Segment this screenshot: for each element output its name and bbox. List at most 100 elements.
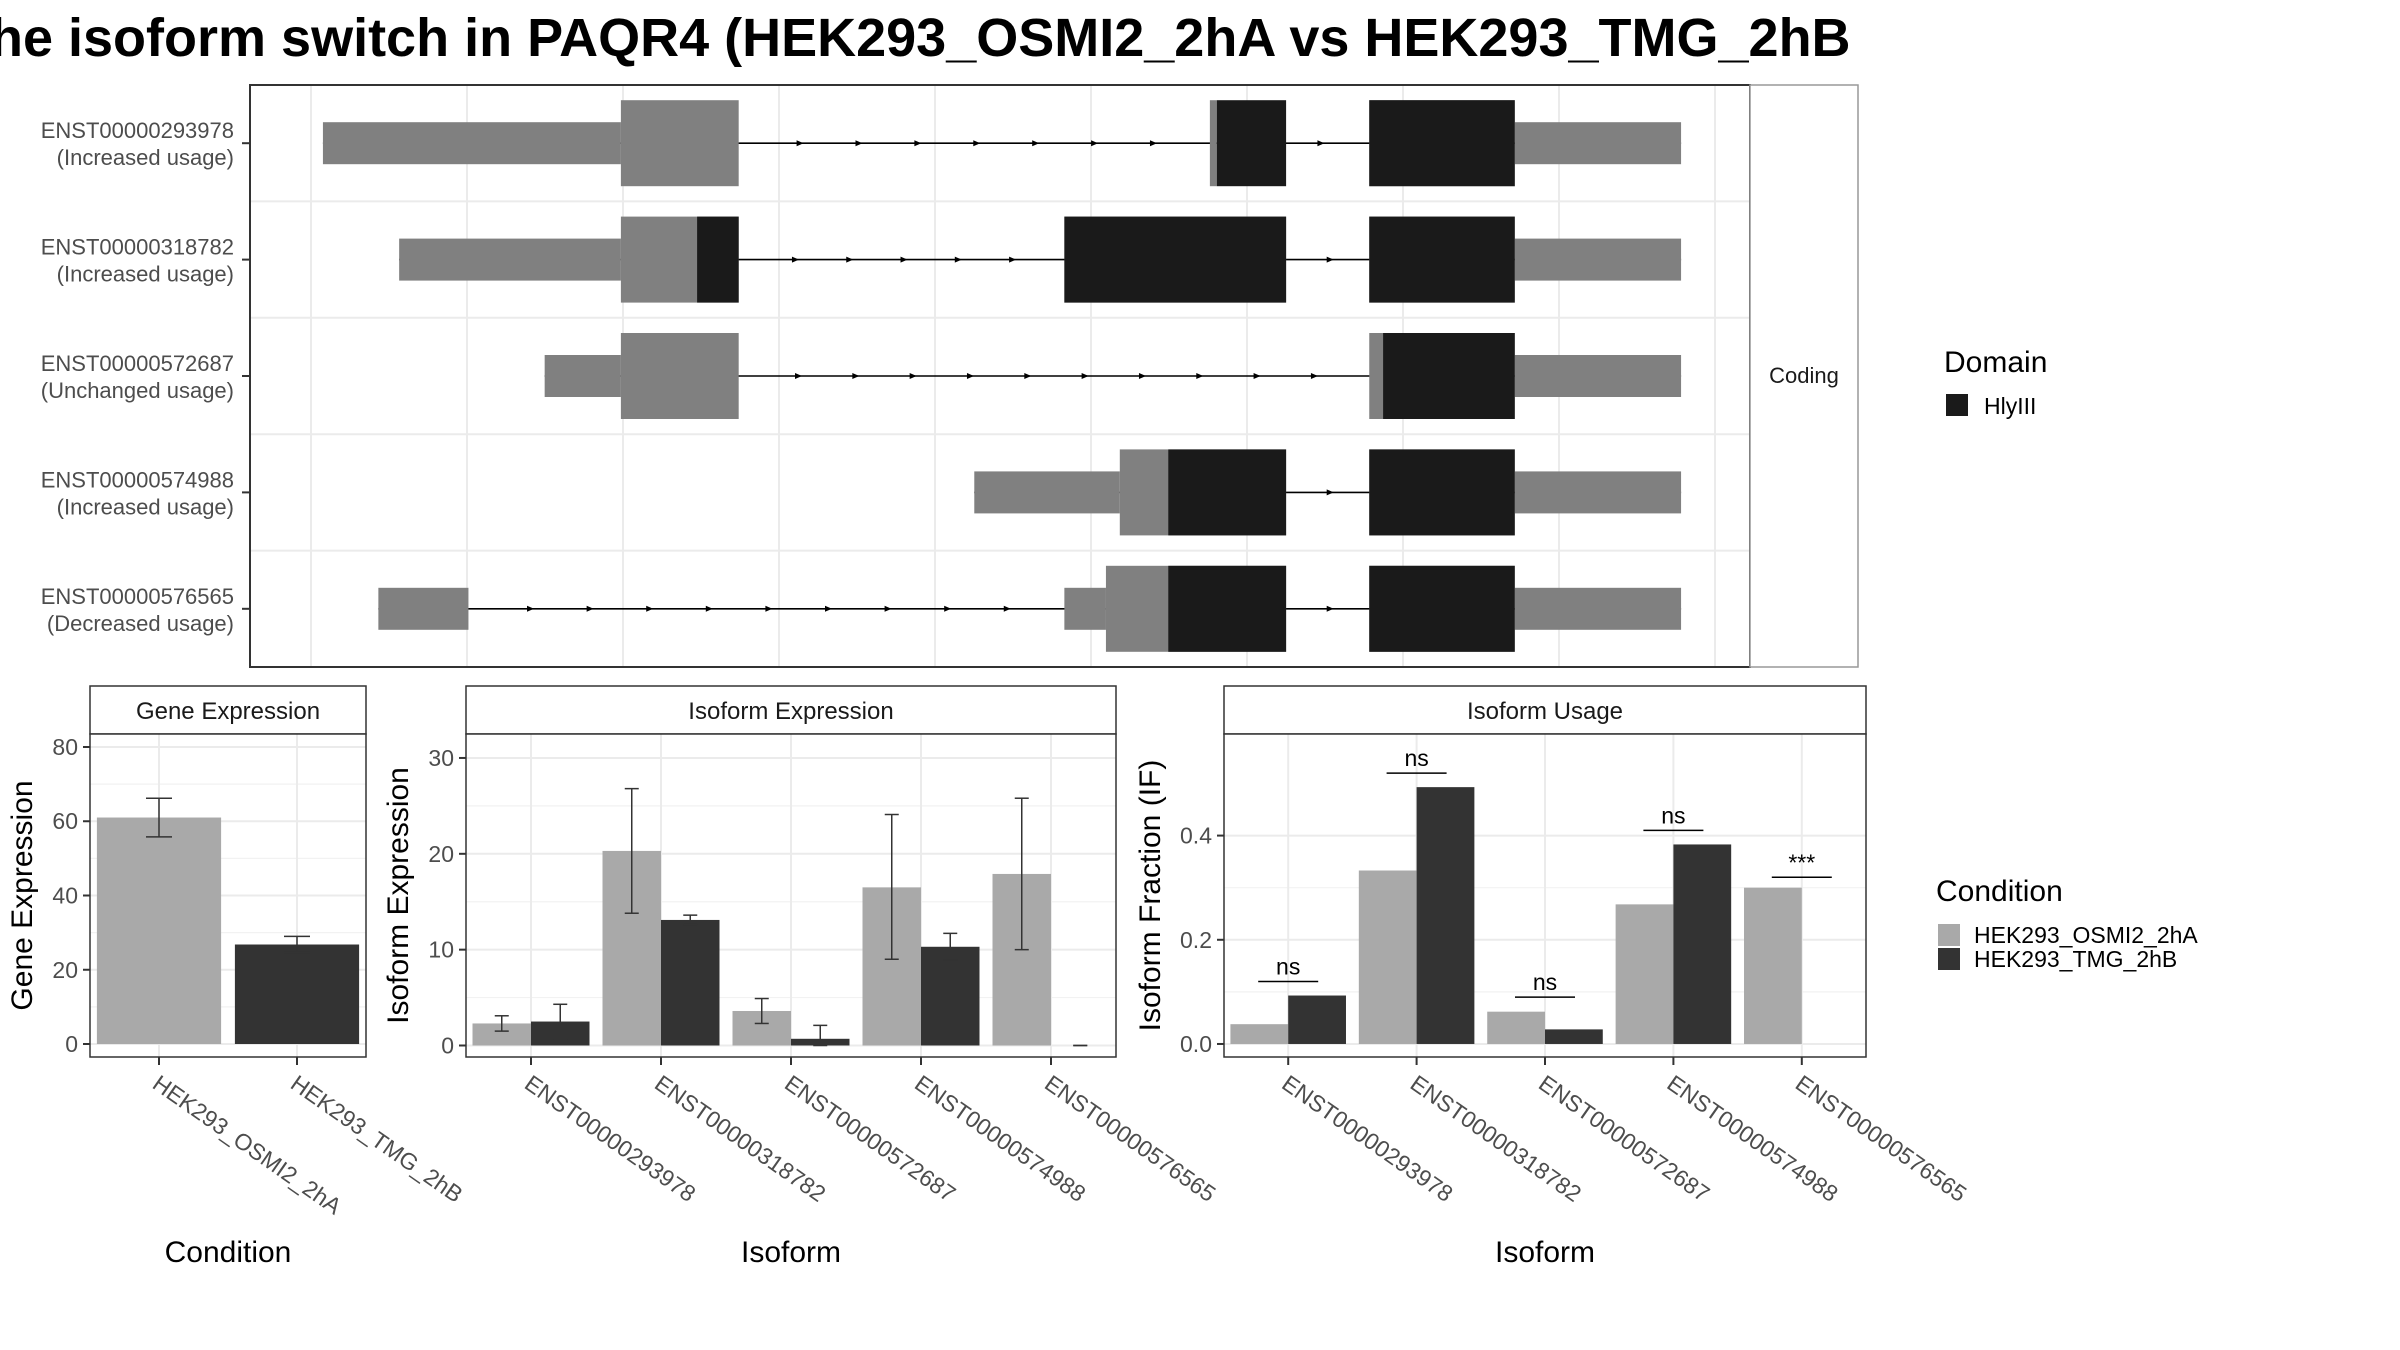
bar <box>1288 995 1346 1044</box>
utr-exon <box>1514 471 1682 514</box>
bar <box>234 944 360 1045</box>
cds-exon <box>620 100 739 187</box>
intron-arrow <box>1196 373 1204 379</box>
y-tick-label: 80 <box>52 734 78 760</box>
transcript-id-label: ENST00000574988 <box>41 467 234 492</box>
y-tick-label: 0.4 <box>1180 823 1212 849</box>
intron-arrow <box>527 605 535 612</box>
intron-arrow <box>966 373 974 379</box>
error-bar <box>624 787 639 914</box>
isoform-usage-panel: Isoform Usage0.00.20.4nsnsnsns***ENST000… <box>1134 685 1971 1269</box>
y-tick-label: 10 <box>428 937 454 963</box>
condition-legend-swatch <box>1938 948 1960 970</box>
gene-structure-panel: ENST00000293978(Increased usage)ENST0000… <box>41 84 2047 668</box>
intron-arrow <box>705 605 713 612</box>
utr-exon <box>322 122 621 165</box>
transcript-usage-label: (Increased usage) <box>57 262 234 287</box>
intron-arrow <box>900 256 908 263</box>
error-bar <box>683 914 698 926</box>
error-bar <box>754 997 769 1025</box>
hlyiii-domain-segment <box>1064 216 1287 303</box>
intron-arrow <box>1326 605 1334 612</box>
bar <box>96 817 222 1045</box>
error-bar <box>813 1024 828 1047</box>
intron-arrow <box>1003 605 1011 612</box>
transcript-row <box>974 449 1682 536</box>
intron-arrow <box>791 256 799 263</box>
condition-legend-swatch <box>1938 924 1960 946</box>
hlyiii-domain-segment <box>1216 100 1287 187</box>
significance-label: *** <box>1788 849 1815 875</box>
intron-arrow <box>884 605 892 612</box>
cds-exon <box>1209 100 1217 187</box>
bar <box>1358 870 1417 1044</box>
utr-exon <box>1514 355 1682 397</box>
intron-arrow <box>796 140 804 147</box>
transcript-id-label: ENST00000293978 <box>41 118 234 143</box>
hlyiii-domain-segment <box>697 216 739 303</box>
intron-arrow <box>795 373 803 379</box>
bar <box>1545 1029 1603 1044</box>
facet-strip <box>1223 685 1867 735</box>
transcript-row <box>378 565 1682 652</box>
facet-strip-label: Isoform Usage <box>1467 698 1623 725</box>
intron-arrow <box>1317 140 1325 147</box>
significance-label: ns <box>1661 802 1685 828</box>
isoform-expression-panel: Isoform Expression0102030ENST00000293978… <box>382 685 1221 1269</box>
coding-strip <box>1749 84 1859 668</box>
transcript-row <box>544 333 1682 419</box>
transcript-row <box>322 100 1682 187</box>
intron-arrow <box>1032 140 1040 147</box>
intron-arrow <box>824 605 832 612</box>
bar <box>472 1023 531 1046</box>
domain-legend-swatch <box>1946 394 1968 416</box>
bar <box>1416 787 1475 1044</box>
bar <box>921 946 980 1046</box>
utr-exon <box>378 587 469 630</box>
error-bar <box>553 1003 568 1041</box>
utr-exon <box>1064 587 1106 630</box>
intron-arrow <box>944 605 952 612</box>
intron-arrow <box>646 605 654 612</box>
error-bar <box>884 813 899 960</box>
y-tick-label: 0 <box>441 1032 454 1058</box>
x-axis-title: Isoform <box>1495 1236 1595 1269</box>
utr-exon <box>1514 122 1682 165</box>
plot-border <box>89 733 367 1058</box>
transcript-id-label: ENST00000576565 <box>41 584 234 609</box>
transcript-id-label: ENST00000318782 <box>41 235 234 260</box>
y-tick-label: 0 <box>65 1031 78 1057</box>
intron-arrow <box>1138 373 1146 379</box>
hlyiii-domain-segment <box>1369 216 1515 303</box>
intron-arrow <box>1326 256 1334 263</box>
intron-arrow <box>855 140 863 147</box>
bar <box>1744 887 1802 1044</box>
utr-exon <box>1514 587 1682 630</box>
condition-legend-title: Condition <box>1936 875 2063 908</box>
utr-exon <box>399 238 621 281</box>
intron-arrow <box>954 256 962 263</box>
error-bar <box>943 932 958 961</box>
x-axis-title: Condition <box>165 1236 292 1269</box>
y-tick-label: 20 <box>428 841 454 867</box>
error-bar <box>284 935 310 954</box>
x-axis-title: Isoform <box>741 1236 841 1269</box>
coding-strip-label: Coding <box>1769 363 1839 388</box>
intron-arrow <box>586 605 594 612</box>
significance-label: ns <box>1533 969 1557 995</box>
condition-legend-label: HEK293_TMG_2hB <box>1974 946 2177 972</box>
intron-arrow <box>846 256 854 263</box>
y-axis-title: Isoform Expression <box>382 767 415 1024</box>
intron-arrow <box>1091 140 1099 147</box>
y-tick-label: 30 <box>428 745 454 771</box>
intron-arrow <box>765 605 773 612</box>
facet-strip-label: Isoform Expression <box>688 698 893 725</box>
intron-arrow <box>1081 373 1089 379</box>
utr-exon <box>1514 238 1682 281</box>
y-tick-label: 20 <box>52 957 78 983</box>
y-tick-label: 0.2 <box>1180 927 1212 953</box>
intron-arrow <box>914 140 922 147</box>
hlyiii-domain-segment <box>1383 333 1515 419</box>
y-tick-label: 60 <box>52 808 78 834</box>
